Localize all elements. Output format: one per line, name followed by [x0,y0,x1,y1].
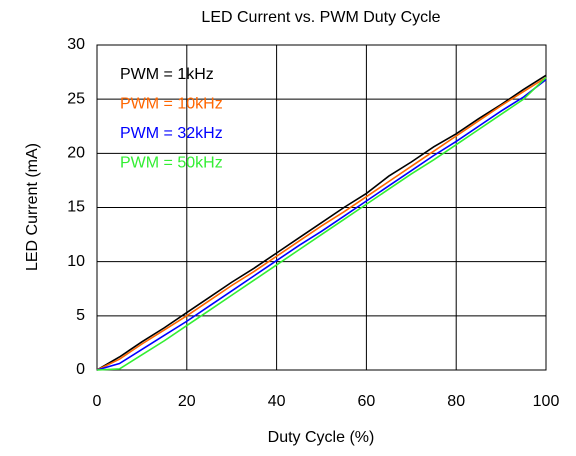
x-axis-label: Duty Cycle (%) [268,429,375,446]
y-tick-label: 0 [76,361,85,378]
x-tick-label: 40 [268,393,286,410]
y-tick-label: 10 [67,253,85,270]
x-tick-label: 60 [358,393,376,410]
x-tick-label: 20 [178,393,196,410]
x-tick-label: 100 [533,393,560,410]
data-line [96,79,547,371]
y-tick-label: 5 [76,307,85,324]
legend-entry: PWM = 50kHz [120,155,223,172]
legend-entry: PWM = 1kHz [120,66,214,83]
legend-entry: PWM = 32kHz [120,125,223,142]
y-axis-label: LED Current (mA) [24,143,41,271]
y-tick-label: 20 [67,145,85,162]
y-tick-label: 15 [67,199,85,216]
y-tick-label: 25 [67,90,85,107]
chart-title: LED Current vs. PWM Duty Cycle [201,9,440,26]
x-tick-label: 0 [93,393,102,410]
legend-entry: PWM = 10kHz [120,96,223,113]
x-tick-label: 80 [447,393,465,410]
data-line [96,74,547,371]
y-tick-label: 30 [67,36,85,53]
data-line [96,76,547,371]
data-line [96,76,547,371]
